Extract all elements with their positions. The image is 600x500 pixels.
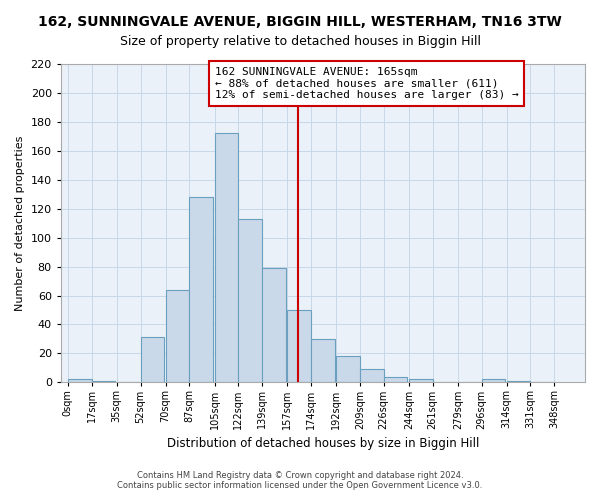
Y-axis label: Number of detached properties: Number of detached properties [15, 136, 25, 311]
Bar [140, 338, 164, 382]
Bar [384, 376, 407, 382]
Bar [238, 219, 262, 382]
Bar [166, 290, 190, 382]
Bar [507, 381, 530, 382]
Bar [409, 380, 433, 382]
Bar [287, 310, 311, 382]
Bar [215, 134, 238, 382]
Bar [262, 268, 286, 382]
X-axis label: Distribution of detached houses by size in Biggin Hill: Distribution of detached houses by size … [167, 437, 479, 450]
Bar [482, 380, 505, 382]
Bar [336, 356, 360, 382]
Bar [92, 381, 115, 382]
Text: Contains HM Land Registry data © Crown copyright and database right 2024.
Contai: Contains HM Land Registry data © Crown c… [118, 470, 482, 490]
Bar [311, 339, 335, 382]
Bar [190, 197, 213, 382]
Bar [68, 380, 92, 382]
Text: 162, SUNNINGVALE AVENUE, BIGGIN HILL, WESTERHAM, TN16 3TW: 162, SUNNINGVALE AVENUE, BIGGIN HILL, WE… [38, 15, 562, 29]
Text: Size of property relative to detached houses in Biggin Hill: Size of property relative to detached ho… [119, 35, 481, 48]
Text: 162 SUNNINGVALE AVENUE: 165sqm
← 88% of detached houses are smaller (611)
12% of: 162 SUNNINGVALE AVENUE: 165sqm ← 88% of … [215, 67, 518, 100]
Bar [360, 370, 384, 382]
